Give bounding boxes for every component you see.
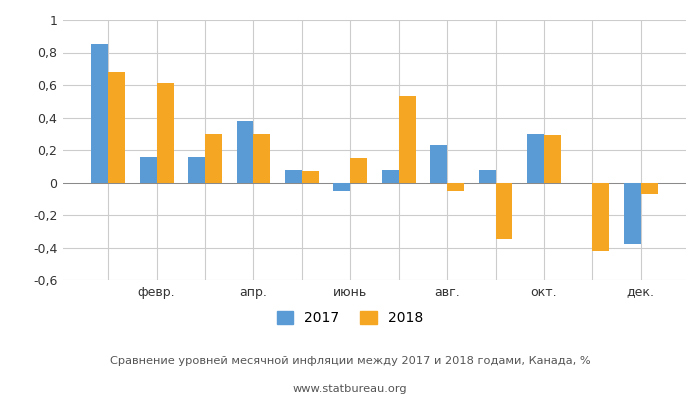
Bar [302,171,318,182]
Bar [237,121,253,182]
Bar [91,44,108,182]
Bar [333,182,350,191]
Bar [496,182,512,239]
Bar [285,170,302,182]
Bar [447,182,464,191]
Text: www.statbureau.org: www.statbureau.org [293,384,407,394]
Bar [640,182,658,194]
Text: Сравнение уровней месячной инфляции между 2017 и 2018 годами, Канада, %: Сравнение уровней месячной инфляции межд… [110,356,590,366]
Bar [205,134,222,182]
Bar [527,134,544,182]
Bar [430,145,447,182]
Bar [108,72,125,182]
Bar [253,134,270,182]
Bar [382,170,399,182]
Bar [592,182,609,251]
Bar [140,156,157,182]
Bar [399,96,416,182]
Bar [188,156,205,182]
Bar [479,170,496,182]
Legend: 2017, 2018: 2017, 2018 [276,311,424,325]
Bar [350,158,368,182]
Bar [157,83,174,182]
Bar [544,135,561,182]
Bar [624,182,641,244]
